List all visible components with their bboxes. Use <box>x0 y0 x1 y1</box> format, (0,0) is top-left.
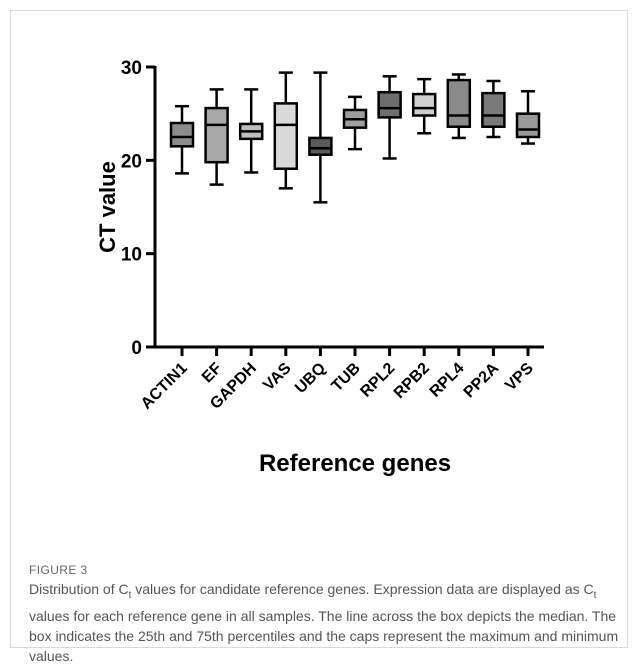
iqr-box <box>446 78 472 128</box>
box-rpl2 <box>377 75 402 160</box>
box-actin1 <box>169 104 195 175</box>
box-vps <box>515 90 541 145</box>
x-tick-label: VAS <box>260 360 295 395</box>
x-axis-label: Reference genes <box>259 450 451 477</box>
caption-text-3: values for each reference gene in all sa… <box>29 607 619 664</box>
x-tick-label: PP2A <box>461 359 503 401</box>
iqr-box <box>308 136 333 156</box>
x-tick-label: EF <box>199 360 226 387</box>
y-tick-label: 10 <box>121 245 142 266</box>
box-ef <box>204 88 229 186</box>
x-tick-label: RPB2 <box>391 360 433 402</box>
figure-caption: Distribution of Ct values for candidate … <box>29 579 619 666</box>
box-pp2a <box>481 79 506 139</box>
x-tick-label: RPL2 <box>357 360 398 401</box>
y-tick-label: 20 <box>121 151 142 172</box>
x-tick-label: RPL4 <box>427 360 468 401</box>
figure-label: FIGURE 3 <box>29 563 88 577</box>
iqr-box <box>481 91 506 128</box>
y-tick-label: 30 <box>121 58 142 79</box>
iqr-box <box>169 121 195 148</box>
iqr-box <box>204 106 229 164</box>
box-tub <box>342 95 368 151</box>
box-series <box>169 71 541 204</box>
x-tick-label: ACTIN1 <box>138 360 191 413</box>
iqr-box <box>411 92 437 117</box>
caption-text-2: values for candidate reference genes. Ex… <box>131 581 594 597</box>
iqr-box <box>515 112 541 139</box>
iqr-box <box>273 102 299 170</box>
box-rpl4 <box>446 73 472 140</box>
box-gapdh <box>238 88 264 174</box>
y-axis: 0 10 20 30 <box>121 58 157 359</box>
x-tick-label: UBQ <box>292 360 329 397</box>
y-tick-label: 0 <box>131 338 142 359</box>
iqr-box <box>377 90 402 119</box>
box-ubq <box>308 71 333 204</box>
figure-card: 0 10 20 30 ACTIN1 EF GAPDH VAS UBQ TUB RPL2 RPB2 RP… <box>10 10 628 664</box>
caption-subscript-1: t <box>128 589 132 601</box>
caption-subscript-2: t <box>593 589 597 601</box>
box-vas <box>273 71 299 190</box>
y-axis-label: CT value <box>95 161 120 253</box>
x-tick-label: VPS <box>502 360 537 395</box>
box-rpb2 <box>411 77 437 135</box>
caption-text-1: Distribution of C <box>29 581 129 597</box>
